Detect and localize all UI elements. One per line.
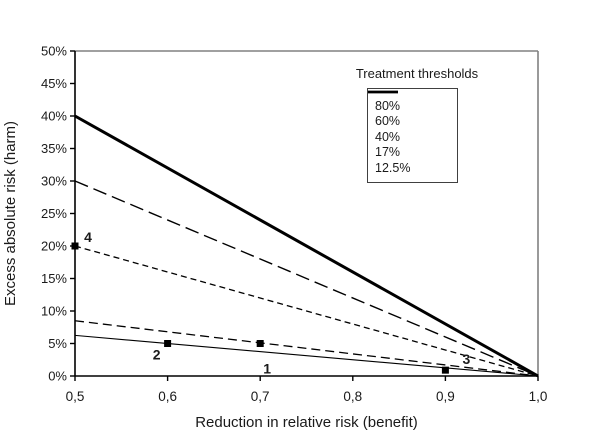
x-axis-title: Reduction in relative risk (benefit) <box>195 414 418 431</box>
legend: 80% 60% 40% 17% 12.5% <box>367 88 458 183</box>
series-line-40 <box>74 245 539 377</box>
legend-title: Treatment thresholds <box>355 66 479 81</box>
series-line-80 <box>74 114 539 378</box>
data-point-label-3: 3 <box>463 351 471 367</box>
y-tick-label: 20% <box>41 239 67 254</box>
y-tick-label: 40% <box>41 109 67 124</box>
series-line-125 <box>74 334 539 377</box>
y-tick-label: 45% <box>41 76 67 91</box>
legend-item: 80% <box>368 90 457 114</box>
legend-item-label: 12.5% <box>375 160 411 175</box>
data-point-4 <box>71 242 79 250</box>
legend-item: 17% <box>368 91 457 161</box>
data-point-label-2: 2 <box>153 347 161 363</box>
y-tick-label: 15% <box>41 271 67 286</box>
x-tick-label: 0,6 <box>158 389 177 404</box>
y-tick-label: 50% <box>41 44 67 59</box>
x-tick-label: 0,7 <box>251 389 270 404</box>
legend-item-label: 17% <box>375 145 401 160</box>
y-axis-title-text: Excess absolute risk (harm) <box>2 120 20 307</box>
legend-line-sample-icon <box>368 91 398 93</box>
legend-item: 60% <box>368 91 457 130</box>
y-tick-label: 10% <box>41 304 67 319</box>
series-line-60 <box>74 180 539 377</box>
x-tick-label: 0,9 <box>436 389 455 404</box>
data-point-label-1: 1 <box>263 361 271 377</box>
x-tick-label: 0,8 <box>343 389 362 404</box>
y-axis-title: Excess absolute risk (harm) <box>2 51 20 376</box>
legend-item-label: 40% <box>375 129 401 144</box>
data-point-label-4: 4 <box>84 229 92 245</box>
y-tick-label: 0% <box>48 369 67 384</box>
data-point-2 <box>164 340 172 347</box>
x-tick-label: 1,0 <box>529 389 548 404</box>
x-tick-label: 0,5 <box>66 389 85 404</box>
legend-item-label: 80% <box>375 98 401 113</box>
y-tick-label: 30% <box>41 174 67 189</box>
y-tick-label: 35% <box>41 141 67 156</box>
data-point-1 <box>256 340 264 347</box>
data-point-3 <box>441 366 449 374</box>
y-tick-label: 25% <box>41 206 67 221</box>
legend-item: 40% <box>368 91 457 145</box>
legend-item: 12.5% <box>368 91 457 176</box>
series-line-17 <box>74 320 539 377</box>
y-tick-label: 5% <box>48 336 67 351</box>
legend-item-label: 60% <box>375 114 401 129</box>
